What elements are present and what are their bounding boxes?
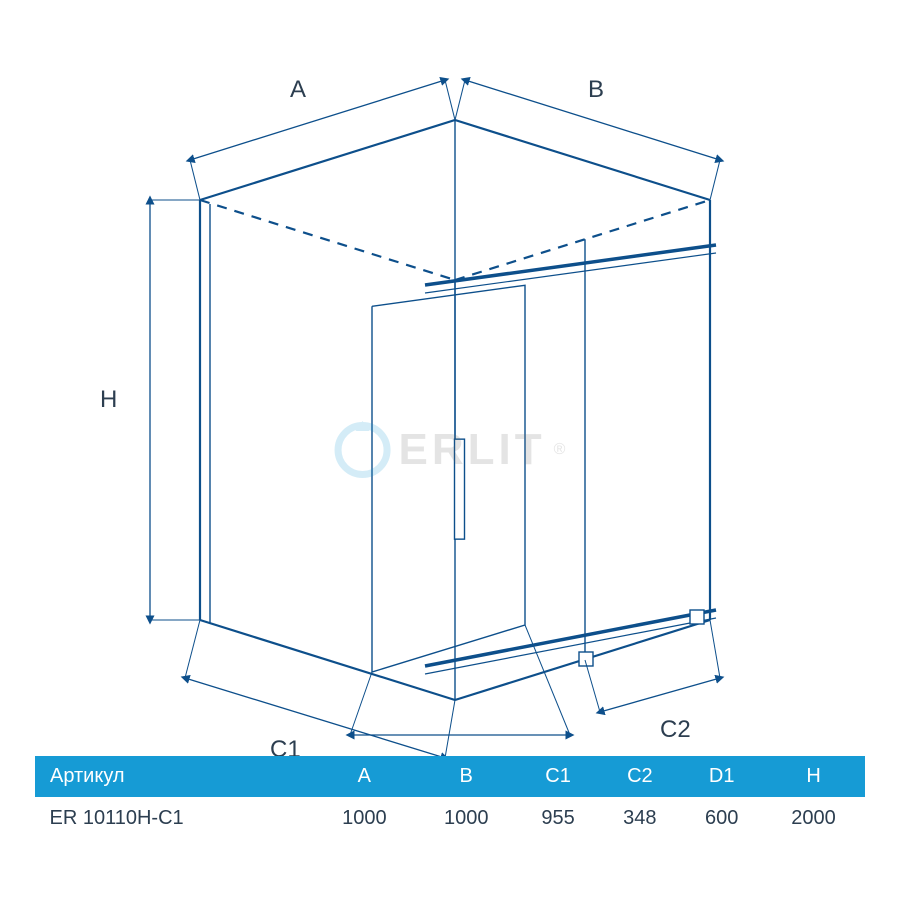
spec-data-row: ER 10110H-C1 1000 1000 955 348 600 2000 (36, 797, 865, 841)
cell-C2: 348 (599, 797, 681, 841)
cell-H: 2000 (763, 797, 865, 841)
cell-C1: 955 (517, 797, 599, 841)
cell-B: 1000 (415, 797, 517, 841)
col-C1: C1 (517, 757, 599, 797)
dim-label-A: A (290, 76, 306, 104)
diagram-stage: ERLIT ® A B H C1 C2 D1 Артикул A B C1 C2… (0, 0, 900, 900)
col-article: Артикул (36, 757, 314, 797)
dim-label-B: B (588, 76, 604, 104)
cell-A: 1000 (313, 797, 415, 841)
spec-table: Артикул A B C1 C2 D1 H ER 10110H-C1 1000… (35, 756, 865, 840)
col-H: H (763, 757, 865, 797)
col-B: B (415, 757, 517, 797)
spec-header-row: Артикул A B C1 C2 D1 H (36, 757, 865, 797)
cell-D1: 600 (681, 797, 763, 841)
col-C2: C2 (599, 757, 681, 797)
dim-label-C2: C2 (660, 716, 691, 744)
cell-article: ER 10110H-C1 (36, 797, 314, 841)
col-A: A (313, 757, 415, 797)
dim-label-H: H (100, 386, 117, 414)
col-D1: D1 (681, 757, 763, 797)
